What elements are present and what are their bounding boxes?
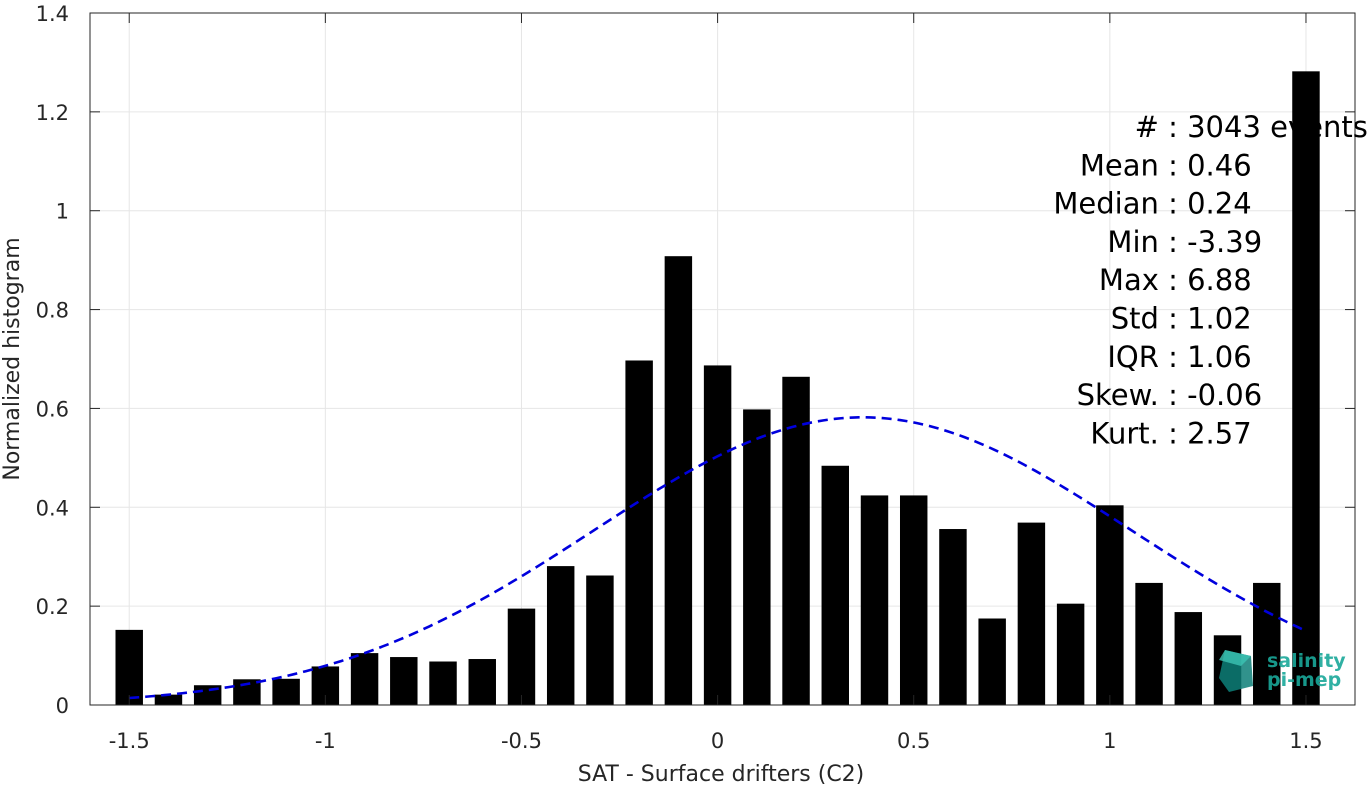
- histogram-bar-29: [1253, 582, 1281, 705]
- stat-value-0: 3043 events: [1187, 110, 1367, 144]
- histogram-bar-13: [625, 360, 653, 705]
- axes-frame: [89, 12, 1356, 706]
- histogram-bar-18: [821, 465, 849, 705]
- y-axis-label: Normalized histogram: [0, 237, 25, 480]
- stat-label-0: #: [1135, 110, 1159, 144]
- stat-separator-2: :: [1159, 187, 1187, 221]
- x-tick-label-6: 1.5: [1289, 729, 1322, 753]
- stat-line-5: Std : 1.02: [1111, 302, 1252, 336]
- stat-line-7: Skew. : -0.06: [1077, 378, 1263, 412]
- histogram-bar-19: [860, 495, 889, 705]
- x-tick-label-1: -1: [315, 729, 336, 753]
- histogram-bar-8: [429, 661, 457, 705]
- histogram-bar-27: [1174, 612, 1203, 705]
- y-tick-label-6: 1.2: [36, 101, 69, 125]
- y-tick-label-0: 0: [56, 694, 69, 718]
- histogram-bar-7: [390, 657, 418, 705]
- stat-separator-5: :: [1159, 302, 1187, 336]
- y-tick-label-3: 0.6: [36, 397, 69, 421]
- stat-separator-1: :: [1159, 148, 1187, 182]
- histogram-bar-22: [978, 618, 1006, 705]
- y-tick-label-7: 1.4: [36, 2, 69, 26]
- logo-cube-top: [1219, 650, 1251, 666]
- stat-line-0: # : 3043 events: [1135, 110, 1367, 144]
- histogram-bar-21: [939, 529, 967, 705]
- stat-value-2: 0.24: [1187, 187, 1252, 221]
- stat-label-5: Std: [1111, 302, 1159, 336]
- stat-label-1: Mean: [1080, 148, 1159, 182]
- salinity-pi-mep-logo: salinity pi-mep: [1219, 650, 1346, 692]
- x-tick-label-2: -0.5: [501, 729, 542, 753]
- stat-separator-0: :: [1159, 110, 1187, 144]
- stat-line-4: Max : 6.88: [1099, 263, 1252, 297]
- stat-separator-8: :: [1159, 416, 1187, 450]
- x-axis-label: SAT - Surface drifters (C2): [578, 762, 865, 785]
- stat-separator-3: :: [1159, 225, 1187, 259]
- histogram-bar-6: [350, 653, 379, 705]
- stat-line-8: Kurt. : 2.57: [1090, 416, 1251, 450]
- stat-value-8: 2.57: [1187, 416, 1252, 450]
- histogram-bar-17: [782, 376, 810, 705]
- histogram-bar-0: [115, 629, 143, 705]
- histogram-bar-30: [1292, 71, 1320, 706]
- y-tick-label-4: 0.8: [36, 299, 69, 323]
- histogram-bar-14: [664, 256, 693, 705]
- stat-line-3: Min : -3.39: [1107, 225, 1262, 259]
- histogram-bars: [115, 71, 1320, 706]
- stat-line-6: IQR : 1.06: [1107, 340, 1251, 374]
- stat-label-8: Kurt.: [1090, 416, 1158, 450]
- histogram-bar-23: [1017, 522, 1046, 705]
- y-tick-label-1: 0.2: [36, 595, 69, 619]
- histogram-bar-16: [743, 409, 771, 705]
- stat-value-4: 6.88: [1187, 263, 1252, 297]
- stat-value-6: 1.06: [1187, 340, 1252, 374]
- stat-label-3: Min: [1107, 225, 1158, 259]
- x-tick-label-4: 0.5: [897, 729, 930, 753]
- stat-label-2: Median: [1053, 187, 1158, 221]
- y-axis-ticks: 0 0.2 0.4 0.6 0.8 1 1.2 1.4: [36, 2, 1355, 718]
- stat-line-2: Median : 0.24: [1053, 187, 1251, 221]
- x-tick-label-3: 0: [711, 729, 724, 753]
- x-tick-label-0: -1.5: [109, 729, 150, 753]
- y-tick-label-5: 1: [56, 200, 69, 224]
- y-tick-label-2: 0.4: [36, 496, 69, 520]
- histogram-bar-10: [507, 608, 536, 705]
- stat-separator-6: :: [1159, 340, 1187, 374]
- stat-label-4: Max: [1099, 263, 1159, 297]
- stat-value-1: 0.46: [1187, 148, 1252, 182]
- stat-label-6: IQR: [1107, 340, 1159, 374]
- histogram-bar-20: [899, 495, 928, 705]
- histogram-bar-9: [468, 659, 496, 705]
- stat-label-7: Skew.: [1077, 378, 1159, 412]
- histogram-bar-1: [154, 694, 183, 705]
- stat-value-7: -0.06: [1187, 378, 1262, 412]
- histogram-bar-11: [546, 566, 575, 705]
- stat-value-5: 1.02: [1187, 302, 1252, 336]
- gaussian-fit-curve: [129, 416, 1307, 700]
- histogram-bar-24: [1056, 603, 1085, 705]
- histogram-bar-26: [1135, 582, 1163, 705]
- stat-value-3: -3.39: [1187, 225, 1262, 259]
- stat-separator-4: :: [1159, 263, 1187, 297]
- x-axis-ticks: -1.5 -1 -0.5 0 0.5 1 1.5: [109, 13, 1323, 753]
- histogram-bar-12: [586, 575, 614, 705]
- stat-line-1: Mean : 0.46: [1080, 148, 1252, 182]
- histogram-bar-4: [272, 678, 300, 705]
- logo-line-2: pi-mep: [1267, 669, 1341, 691]
- logo-line-1: salinity: [1267, 650, 1346, 672]
- x-tick-label-5: 1: [1103, 729, 1116, 753]
- histogram-bar-15: [703, 365, 732, 705]
- stat-separator-7: :: [1159, 378, 1187, 412]
- histogram-bar-25: [1096, 505, 1124, 705]
